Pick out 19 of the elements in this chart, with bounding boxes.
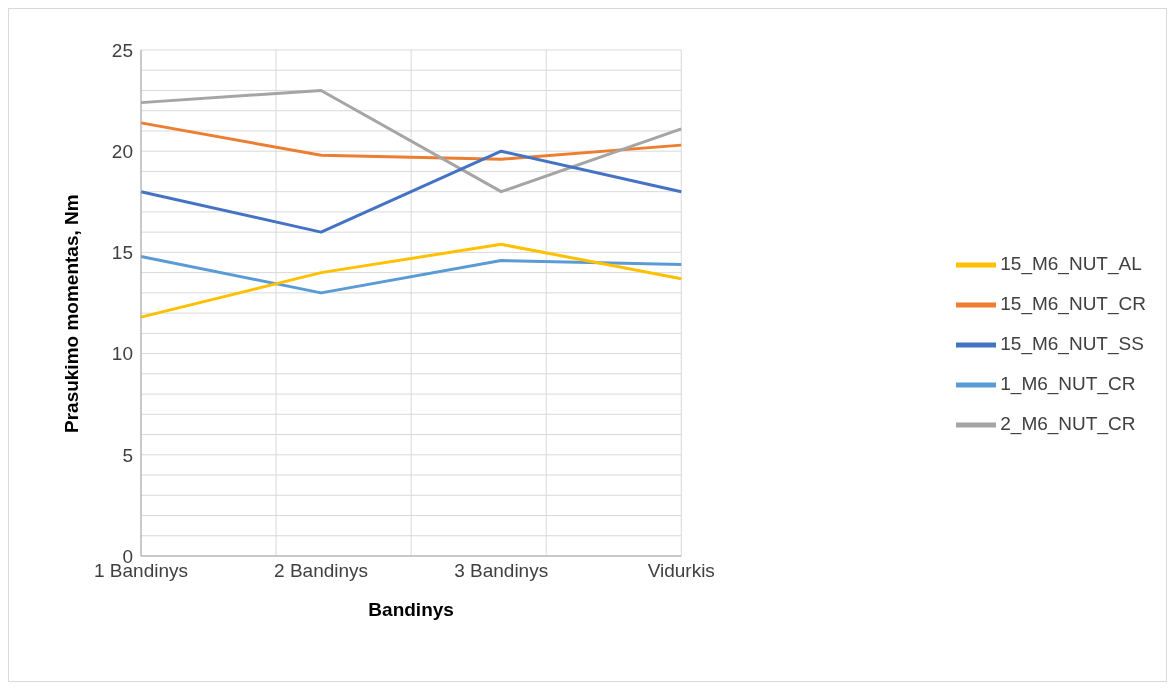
y-tick-label: 10 [111, 343, 133, 365]
line-series [139, 242, 683, 319]
line-series [139, 121, 683, 161]
line-series [139, 254, 683, 295]
y-tick-label: 5 [122, 444, 133, 466]
legend-label: 1_M6_NUT_CR [1000, 373, 1136, 395]
legend-label: 15_M6_NUT_CR [1000, 293, 1146, 315]
x-axis-title: Bandinys [368, 599, 454, 620]
y-tick-label: 20 [111, 140, 133, 162]
legend-label: 15_M6_NUT_AL [1000, 253, 1142, 275]
x-tick-label: 3 Bandinys [454, 560, 549, 582]
x-tick-label: 2 Bandinys [274, 560, 369, 582]
x-tick-label: Vidurkis [647, 560, 715, 582]
y-tick-label: 0 [122, 545, 133, 567]
y-axis-title: Prasukimo momentas, Nm [60, 194, 82, 433]
y-tick-label: 15 [111, 242, 133, 264]
legend-label: 15_M6_NUT_SS [1000, 333, 1144, 355]
y-tick-label: 25 [111, 39, 133, 61]
legend-label: 2_M6_NUT_CR [1000, 413, 1136, 435]
